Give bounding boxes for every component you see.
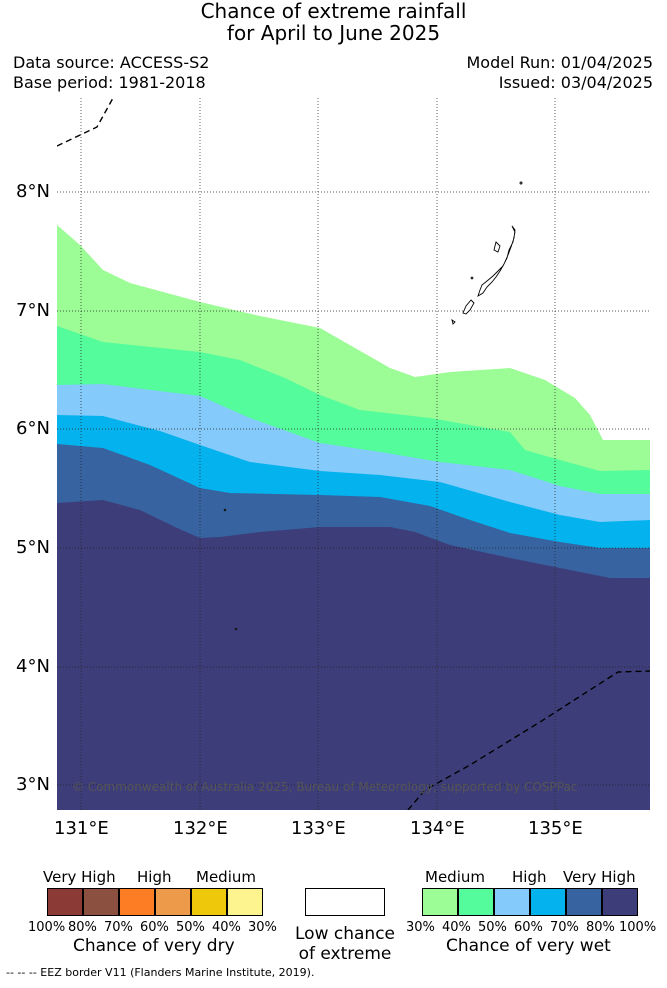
lon-label-134: 134°E [410,818,465,839]
dry-swatch-80-70 [83,888,119,916]
dry-swatch-60-50 [155,888,191,916]
dry-pct-30: 30% [248,920,277,935]
dry-high-label: High [137,868,172,886]
wet-swatch-30-40 [422,888,458,916]
wet-pct-40: 40% [442,920,471,935]
eez-footnote: -- -- -- EEZ border V11 (Flanders Marine… [6,966,315,979]
lon-label-135: 135°E [528,818,583,839]
wet-80-100-band [57,500,650,810]
dry-pct-40: 40% [212,920,241,935]
wet-swatch-70-80 [566,888,602,916]
base-period-text: Base period: 1981-2018 [13,73,206,92]
dry-very-high-label: Very High [43,868,116,886]
dry-medium-label: Medium [196,868,256,886]
wet-swatch-60-70 [530,888,566,916]
dry-pct-100: 100% [28,920,66,935]
dry-pct-70: 70% [104,920,133,935]
wet-pct-30: 30% [406,920,435,935]
wet-pct-50: 50% [478,920,507,935]
wet-swatch-50-60 [494,888,530,916]
wet-pct-80: 80% [586,920,615,935]
low-chance-line2: of extreme [298,944,392,964]
wet-very-high-label: Very High [563,868,636,886]
low-chance-line1: Low chance [295,924,395,944]
wet-caption: Chance of very wet [446,936,611,956]
lat-label-6n: 6°N [16,418,50,439]
lon-label-132: 132°E [173,818,228,839]
wet-high-label: High [512,868,547,886]
wet-swatch-40-50 [458,888,494,916]
lat-label-8n: 8°N [16,181,50,202]
data-source-text: Data source: ACCESS-S2 [13,53,210,72]
wet-swatch-80-100 [602,888,638,916]
eez-border [57,98,650,810]
lat-label-5n: 5°N [16,537,50,558]
lon-label-131: 131°E [54,818,109,839]
wet-pct-70: 70% [550,920,579,935]
palau-islands [223,181,523,631]
map-title-line2: for April to June 2025 [226,21,441,45]
wet-pct-60: 60% [514,920,543,935]
dry-caption: Chance of very dry [73,936,235,956]
dry-pct-50: 50% [176,920,205,935]
wet-medium-label: Medium [425,868,485,886]
dry-pct-80: 80% [68,920,97,935]
dry-swatch-50-40 [191,888,227,916]
lat-label-3n: 3°N [16,774,50,795]
model-run-text: Model Run: 01/04/2025 [466,53,654,72]
dry-swatch-100-80 [47,888,83,916]
dry-swatch-40-30 [227,888,263,916]
wet-color-bar [422,888,638,916]
dry-pct-60: 60% [140,920,169,935]
lon-label-133: 133°E [291,818,346,839]
probability-bands: © Commonwealth of Australia 2025, Bureau… [57,98,650,810]
wet-pct-100: 100% [619,920,657,935]
copyright-text: © Commonwealth of Australia 2025, Bureau… [72,780,577,794]
lat-label-4n: 4°N [16,656,50,677]
issued-text: Issued: 03/04/2025 [498,73,653,92]
map-title-line1: Chance of extreme rainfall [200,0,467,23]
dry-color-bar [47,888,263,916]
low-chance-swatch [305,888,385,916]
lat-label-7n: 7°N [16,300,50,321]
dry-swatch-70-60 [119,888,155,916]
